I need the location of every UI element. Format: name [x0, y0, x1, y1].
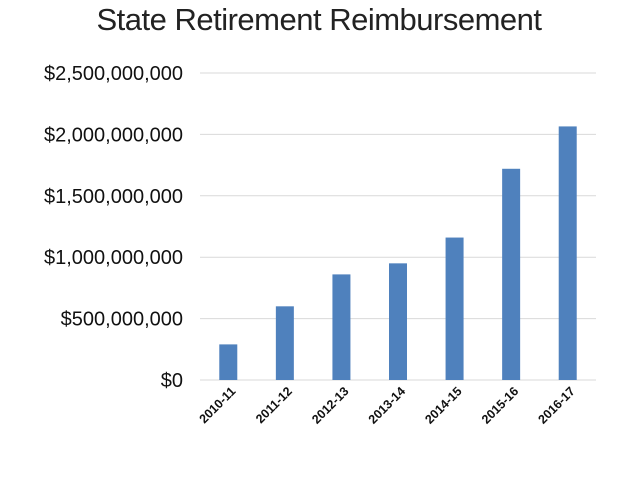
y-axis-tick-labels: $0 $500,000,000 $1,000,000,000 $1,500,000,0…	[44, 63, 183, 392]
y-tick-label: $500,000,000	[61, 309, 183, 331]
y-tick-label: $2,500,000,000	[44, 63, 183, 85]
x-tick-label: 2015-16	[479, 384, 521, 426]
x-tick-label: 2013-14	[366, 384, 408, 426]
bar-2016-17	[558, 126, 577, 380]
y-tick-label: $1,000,000,000	[44, 247, 183, 269]
x-tick-label: 2012-13	[309, 384, 351, 426]
x-tick-label: 2014-15	[422, 384, 464, 426]
bar-2014-15	[445, 237, 464, 380]
x-tick-label: 2016-17	[535, 384, 577, 426]
y-tick-label: $0	[161, 370, 183, 392]
bars	[219, 126, 577, 380]
x-axis-tick-labels: 2010-11 2011-12 2012-13 2013-14 2014-15 2015-…	[197, 384, 578, 426]
bar-2011-12	[275, 306, 294, 380]
bar-2015-16	[502, 168, 521, 380]
bar-2012-13	[332, 274, 351, 380]
x-tick-label: 2010-11	[197, 384, 239, 426]
bar-2013-14	[389, 263, 407, 380]
x-tick-label: 2011-12	[253, 384, 295, 426]
y-tick-label: $1,500,000,000	[44, 186, 183, 208]
y-tick-label: $2,000,000,000	[44, 124, 183, 146]
bar-2010-11	[219, 344, 238, 380]
chart-title: State Retirement Reimbursement	[96, 2, 542, 37]
